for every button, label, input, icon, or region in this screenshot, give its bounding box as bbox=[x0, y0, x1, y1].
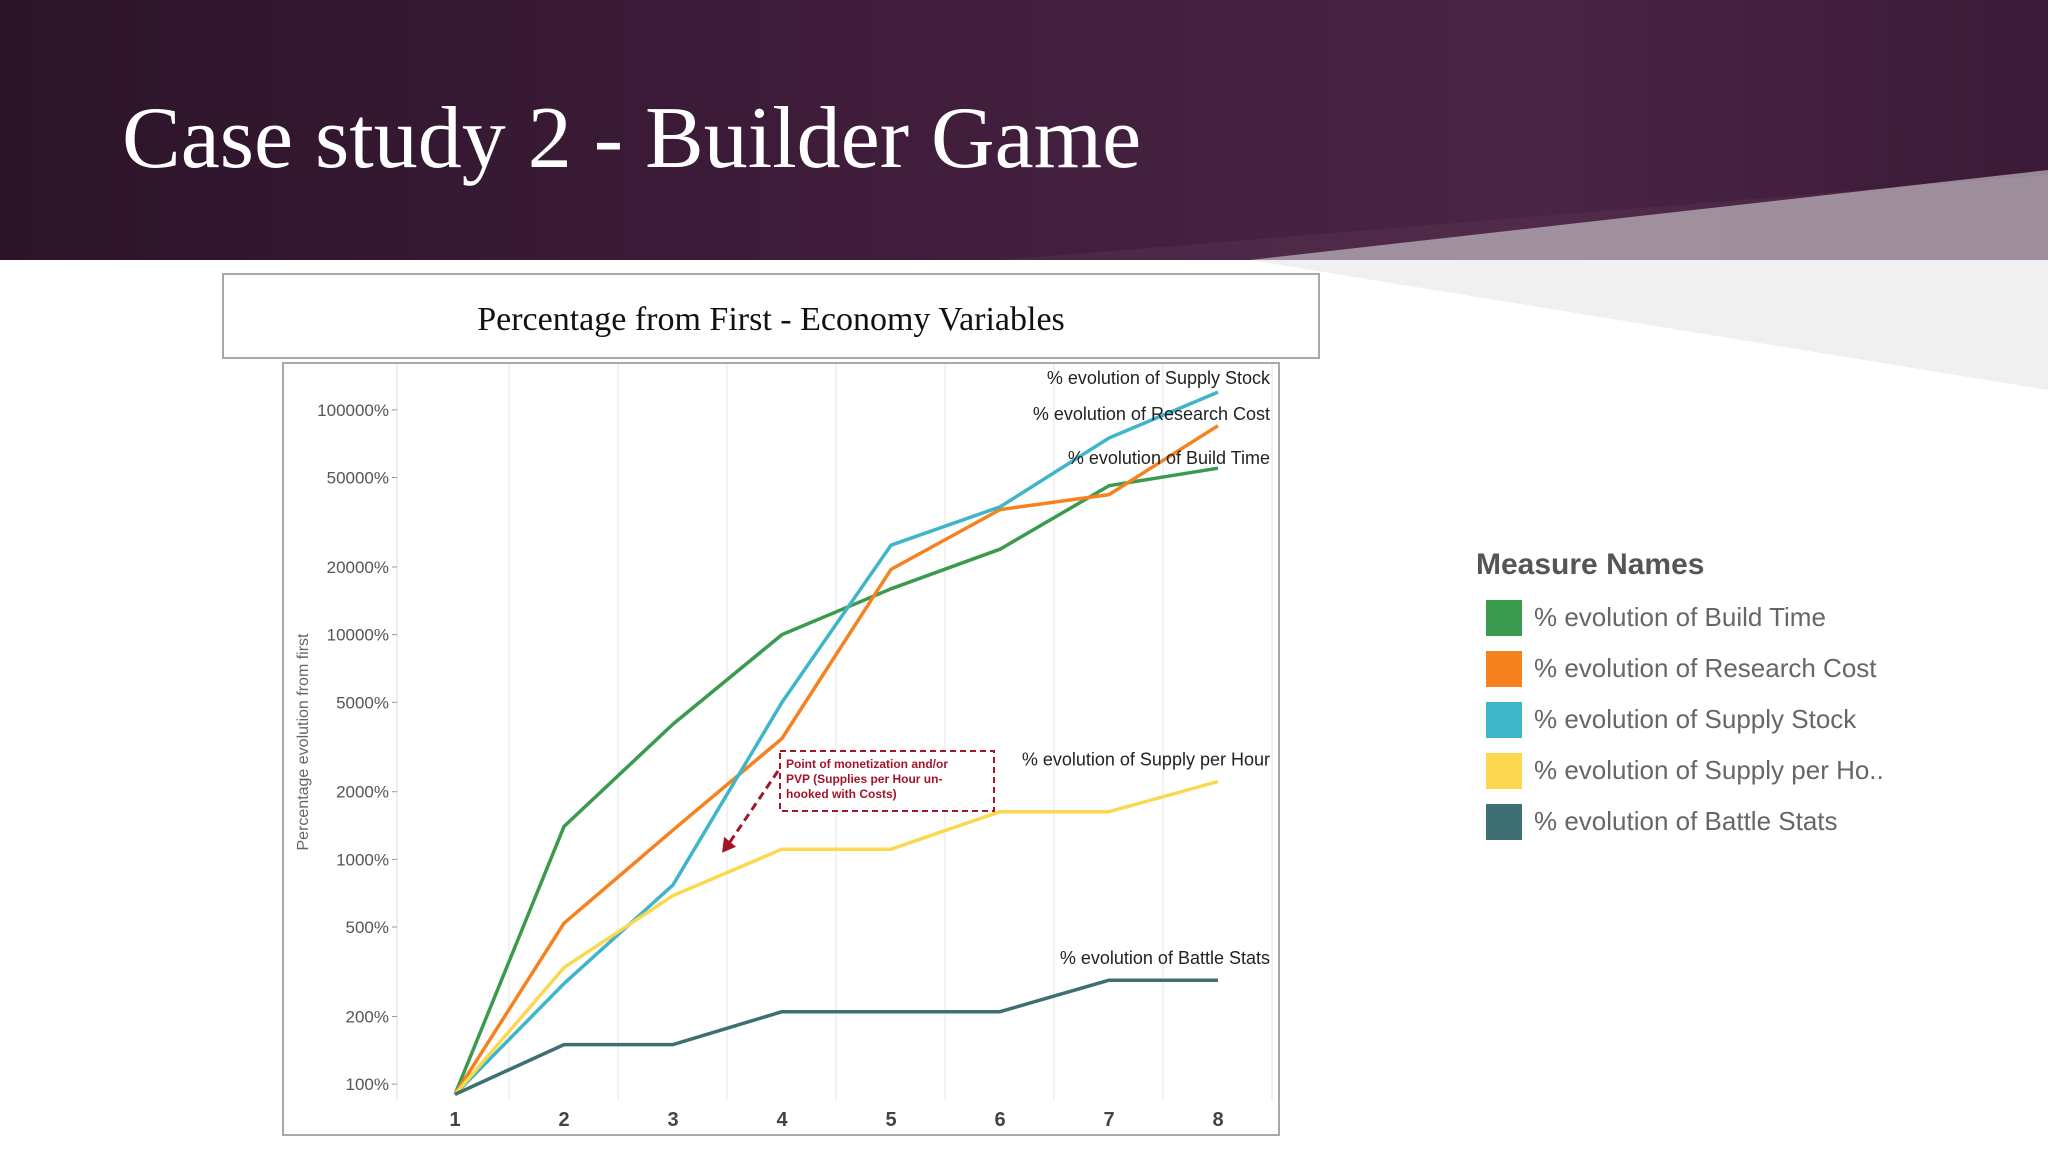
series-end-label: % evolution of Supply per Hour bbox=[1022, 750, 1270, 770]
slide-title: Case study 2 - Builder Game bbox=[122, 90, 1142, 187]
legend-swatch bbox=[1486, 600, 1522, 636]
series-line bbox=[453, 390, 1219, 1096]
y-tick-label: 200% bbox=[346, 1007, 389, 1026]
annotation-text: PVP (Supplies per Hour un- bbox=[786, 772, 942, 786]
legend-label: % evolution of Build Time bbox=[1534, 602, 1826, 632]
legend-swatch bbox=[1486, 804, 1522, 840]
x-tick-label: 1 bbox=[449, 1109, 460, 1131]
legend-label: % evolution of Research Cost bbox=[1534, 653, 1877, 683]
legend-label: % evolution of Supply per Ho.. bbox=[1534, 755, 1884, 785]
y-tick-label: 10000% bbox=[327, 626, 389, 645]
series-end-label: % evolution of Supply Stock bbox=[1047, 368, 1271, 388]
annotation-arrowhead bbox=[722, 836, 737, 853]
legend-title: Measure Names bbox=[1476, 548, 1705, 581]
x-tick-label: 6 bbox=[994, 1109, 1005, 1131]
y-axis-title: Percentage evolution from first bbox=[295, 633, 312, 851]
annotation-arrow bbox=[726, 770, 780, 846]
legend-item-research-cost: % evolution of Research Cost bbox=[1476, 647, 1956, 698]
legend-item-build-time: % evolution of Build Time bbox=[1476, 596, 1956, 647]
legend-item-supply-per-hour: % evolution of Supply per Ho.. bbox=[1476, 749, 1956, 800]
legend: Measure Names % evolution of Build Time … bbox=[1476, 548, 1956, 851]
x-tick-label: 3 bbox=[667, 1109, 678, 1131]
x-tick-label: 4 bbox=[776, 1109, 788, 1131]
series-line bbox=[454, 978, 1218, 1096]
annotation-text: hooked with Costs) bbox=[786, 787, 897, 801]
legend-swatch bbox=[1486, 753, 1522, 789]
x-tick-label: 5 bbox=[885, 1109, 896, 1131]
x-tick-label: 7 bbox=[1103, 1109, 1114, 1131]
chart-title-box: Percentage from First - Economy Variable… bbox=[222, 273, 1320, 359]
y-tick-label: 100000% bbox=[317, 401, 389, 420]
y-tick-label: 20000% bbox=[327, 558, 389, 577]
series-end-label: % evolution of Battle Stats bbox=[1060, 948, 1270, 968]
legend-label: % evolution of Supply Stock bbox=[1534, 704, 1857, 734]
x-tick-label: 2 bbox=[558, 1109, 569, 1131]
legend-label: % evolution of Battle Stats bbox=[1534, 806, 1838, 836]
legend-swatch bbox=[1486, 651, 1522, 687]
y-tick-label: 50000% bbox=[327, 469, 389, 488]
x-tick-label: 8 bbox=[1212, 1109, 1223, 1131]
legend-item-supply-stock: % evolution of Supply Stock bbox=[1476, 698, 1956, 749]
chart-title: Percentage from First - Economy Variable… bbox=[477, 301, 1065, 338]
y-tick-label: 500% bbox=[346, 918, 389, 937]
legend-swatch bbox=[1486, 702, 1522, 738]
y-tick-label: 1000% bbox=[336, 850, 389, 869]
banner-decoration bbox=[1000, 170, 2048, 390]
legend-item-battle-stats: % evolution of Battle Stats bbox=[1476, 800, 1956, 851]
annotation-text: Point of monetization and/or bbox=[786, 757, 948, 771]
series-end-label: % evolution of Build Time bbox=[1068, 448, 1270, 468]
series-end-label: % evolution of Research Cost bbox=[1033, 404, 1270, 424]
y-tick-label: 2000% bbox=[336, 783, 389, 802]
annotation-box bbox=[779, 750, 995, 812]
series-line bbox=[453, 424, 1219, 1096]
series-line bbox=[453, 779, 1219, 1096]
y-tick-label: 100% bbox=[346, 1075, 389, 1094]
y-tick-label: 5000% bbox=[336, 693, 389, 712]
chart-frame: 100% 200% 500% 1000% 2000% 5000% 10000% 20000% 5… bbox=[282, 362, 1280, 1136]
line-chart: 100% 200% 500% 1000% 2000% 5000% 10000% 20000% 5… bbox=[295, 364, 1273, 1131]
